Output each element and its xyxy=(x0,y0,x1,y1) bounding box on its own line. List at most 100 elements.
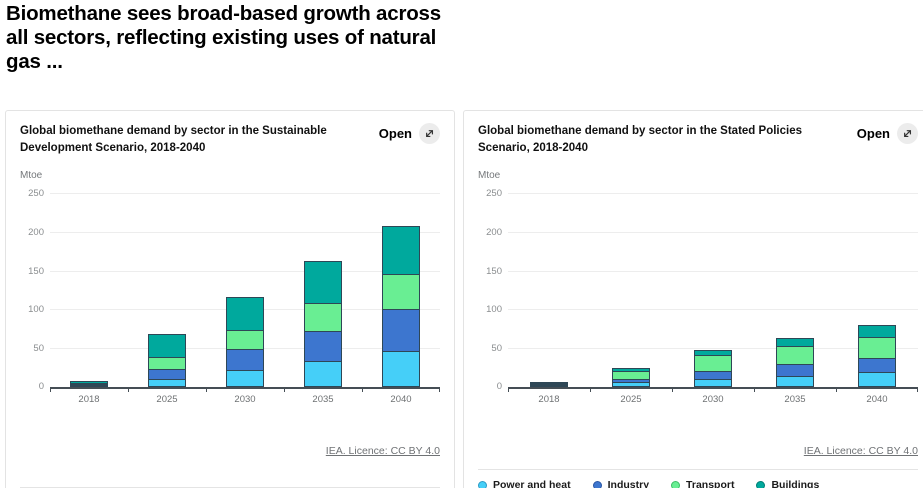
bar-segment-buildings[interactable] xyxy=(227,298,263,330)
bar-segment-industry[interactable] xyxy=(777,363,813,377)
legend-label: Industry xyxy=(607,479,650,488)
legend-item-power[interactable]: Power and heat xyxy=(478,479,571,488)
legend-dot-icon xyxy=(478,480,487,488)
bar-segment-industry[interactable] xyxy=(613,379,649,383)
licence-link[interactable]: IEA. Licence: CC BY 4.0 xyxy=(803,445,918,458)
page-title-line: gas ... xyxy=(6,49,63,73)
bar-segment-buildings[interactable] xyxy=(613,368,649,371)
y-axis-tick-label: 200 xyxy=(486,226,502,238)
bar-segment-power[interactable] xyxy=(227,370,263,387)
open-chart-button[interactable]: Open xyxy=(857,123,918,144)
bar-segment-buildings[interactable] xyxy=(305,262,341,303)
x-axis-label: 2030 xyxy=(702,394,724,406)
bar-segment-transport[interactable] xyxy=(227,330,263,350)
x-axis-labels: 2018 2025 2030 2035 2040 xyxy=(50,389,440,405)
bar-segment-buildings[interactable] xyxy=(149,335,185,358)
bar-segment-industry[interactable] xyxy=(71,384,107,386)
y-axis-tick-label: 50 xyxy=(491,342,502,354)
bar-segment-transport[interactable] xyxy=(71,383,107,385)
bar-segment-transport[interactable] xyxy=(613,370,649,380)
bar-segment-industry[interactable] xyxy=(383,309,419,351)
bar-segment-power[interactable] xyxy=(777,376,813,387)
legend-item-industry[interactable]: Industry xyxy=(592,479,650,488)
legend-item-buildings[interactable]: Buildings xyxy=(756,479,819,488)
bar-segment-transport[interactable] xyxy=(149,357,185,370)
open-button-label: Open xyxy=(856,126,890,141)
x-axis-tick-mark xyxy=(362,387,363,393)
bar-slot-2040 xyxy=(362,226,440,388)
x-axis-tick-mark xyxy=(754,387,755,393)
bar-segment-transport[interactable] xyxy=(531,383,567,385)
x-axis-tick-mark xyxy=(917,387,918,393)
bar-slot-2030 xyxy=(206,297,284,388)
x-axis-tick-mark xyxy=(128,387,129,393)
bar-segment-buildings[interactable] xyxy=(383,227,419,275)
bar-segment-power[interactable] xyxy=(613,382,649,387)
y-axis-tick-label: 0 xyxy=(38,381,44,393)
bar-segment-industry[interactable] xyxy=(859,357,895,373)
bar-segment-buildings[interactable] xyxy=(531,382,567,384)
stacked-bar-2030[interactable] xyxy=(226,297,264,388)
x-axis-label: 2030 xyxy=(234,394,256,406)
legend-label: Transport xyxy=(686,479,735,488)
bar-segment-power[interactable] xyxy=(71,385,107,387)
legend-dot-icon xyxy=(671,480,681,488)
stacked-bar-2030[interactable] xyxy=(694,349,732,388)
bar-segment-power[interactable] xyxy=(305,360,341,387)
bar-segment-industry[interactable] xyxy=(695,370,731,380)
x-axis-tick-mark xyxy=(672,387,673,393)
chart-legend: Power and heat Industry Transport Buildings xyxy=(478,479,918,488)
bar-segment-industry[interactable] xyxy=(227,349,263,371)
bar-segment-buildings[interactable] xyxy=(71,382,107,384)
bar-slot-2025 xyxy=(590,367,672,388)
bar-slot-2018 xyxy=(50,381,128,388)
gridline xyxy=(508,270,918,272)
page-title: Biomethane sees broad-based growth acros… xyxy=(6,2,476,74)
bar-slot-2040 xyxy=(836,325,918,388)
y-axis-tick-label: 0 xyxy=(496,381,502,393)
legend-item-transport[interactable]: Transport xyxy=(671,479,734,488)
bar-segment-buildings[interactable] xyxy=(859,326,895,337)
bar-segment-transport[interactable] xyxy=(305,303,341,331)
page-title-line: Biomethane sees broad-based growth acros… xyxy=(6,2,441,25)
x-axis-tick-mark xyxy=(590,387,591,393)
x-axis-label: 2025 xyxy=(156,394,178,406)
bar-segment-power[interactable] xyxy=(695,379,731,387)
stacked-bar-2025[interactable] xyxy=(148,334,186,388)
bar-segment-power[interactable] xyxy=(531,385,567,387)
bar-segment-industry[interactable] xyxy=(305,330,341,361)
bar-segment-industry[interactable] xyxy=(531,384,567,386)
page-title-line: all sectors, reflecting existing uses of… xyxy=(6,25,437,49)
bar-segment-power[interactable] xyxy=(149,378,185,387)
y-axis-tick-label: 150 xyxy=(28,265,44,277)
bar-segment-buildings[interactable] xyxy=(695,350,731,356)
stacked-bar-2040[interactable] xyxy=(382,226,420,388)
legend-divider xyxy=(478,469,918,471)
stacked-bar-2018[interactable] xyxy=(70,381,108,388)
gridline xyxy=(50,231,440,233)
bar-slot-2035 xyxy=(284,261,362,388)
card-header: Global biomethane demand by sector in th… xyxy=(20,123,440,156)
stacked-bar-2035[interactable] xyxy=(776,337,814,388)
bar-slot-2018 xyxy=(508,381,590,388)
bar-segment-transport[interactable] xyxy=(383,274,419,310)
bar-segment-buildings[interactable] xyxy=(777,338,813,347)
bar-segment-power[interactable] xyxy=(383,350,419,387)
licence-link[interactable]: IEA. Licence: CC BY 4.0 xyxy=(325,445,440,458)
bar-segment-transport[interactable] xyxy=(695,355,731,371)
card-header: Global biomethane demand by sector in th… xyxy=(478,123,918,156)
bar-segment-industry[interactable] xyxy=(149,369,185,379)
x-axis-tick-mark xyxy=(50,387,51,393)
stacked-bar-2035[interactable] xyxy=(304,261,342,388)
stacked-bar-2018[interactable] xyxy=(530,381,568,388)
open-chart-button[interactable]: Open xyxy=(379,123,440,144)
bar-segment-transport[interactable] xyxy=(859,336,895,358)
bar-segment-transport[interactable] xyxy=(777,346,813,364)
x-axis-label: 2040 xyxy=(390,394,412,406)
stacked-bar-2040[interactable] xyxy=(858,325,896,388)
chart-card-sustainable-development: Global biomethane demand by sector in th… xyxy=(5,110,455,488)
x-axis-label: 2018 xyxy=(538,394,560,406)
y-axis-unit-label: Mtoe xyxy=(478,170,501,182)
stacked-bar-2025[interactable] xyxy=(612,367,650,388)
bar-segment-power[interactable] xyxy=(859,372,895,387)
